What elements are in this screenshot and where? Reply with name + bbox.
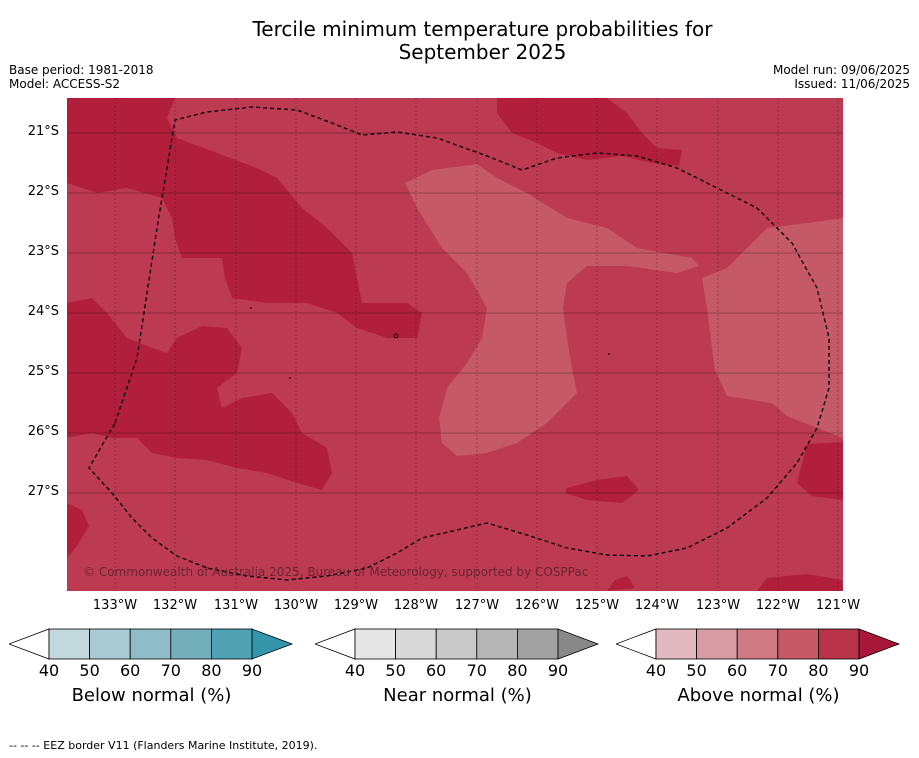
latitude-label: 26°S	[27, 424, 59, 439]
colorbar-segment	[476, 628, 518, 660]
colorbar-segment	[736, 628, 779, 660]
colorbar-segment	[48, 628, 90, 660]
colorbar-segment	[777, 628, 819, 660]
eez-border-line	[88, 106, 830, 581]
colorbar-tick-label: 40	[38, 661, 60, 680]
colorbar-tick-label: 60	[426, 661, 447, 680]
colorbar-below: 40 50 60 70 80 90 Below normal (%)	[7, 628, 309, 728]
lower-prob-region-central	[405, 164, 699, 456]
model-text: Model: ACCESS-S2	[9, 77, 121, 91]
map-title: Tercile minimum temperature probabilitie…	[0, 18, 919, 64]
probability-map	[67, 98, 843, 591]
colorbar-segment	[435, 628, 478, 660]
colorbar-tick-label: 90	[848, 661, 870, 680]
latitude-label: 21°S	[27, 124, 59, 139]
colorbar-tick-label: 80	[808, 661, 829, 680]
latitude-label: 27°S	[27, 484, 59, 499]
high-prob-region-north	[497, 98, 682, 166]
longitude-label: 125°W	[574, 598, 620, 613]
longitude-label: 124°W	[634, 598, 680, 613]
island-marker	[289, 377, 291, 379]
longitude-label: 123°W	[695, 598, 741, 613]
colorbar-tick-label: 90	[547, 661, 569, 680]
colorbar-segment	[170, 628, 212, 660]
model-run-text: Model run: 09/06/2025	[772, 63, 910, 77]
high-prob-region-se	[757, 574, 843, 591]
high-prob-region-nw	[67, 98, 422, 338]
issued-text: Issued: 11/06/2025	[794, 77, 910, 91]
high-prob-region-south	[565, 476, 639, 503]
latitude-label: 25°S	[27, 364, 59, 379]
colorbar-title: Below normal (%)	[71, 685, 232, 706]
base-period-text: Base period: 1981-2018	[9, 63, 154, 77]
island-marker	[608, 353, 610, 355]
colorbar-segment	[395, 628, 437, 660]
colorbar-tick-label: 60	[727, 661, 748, 680]
longitude-label: 122°W	[755, 598, 801, 613]
colorbar-tick-label: 80	[201, 661, 222, 680]
colorbar-tick-label: 40	[344, 661, 366, 680]
high-prob-region-east	[797, 442, 843, 500]
colorbar-tick-label: 70	[160, 661, 181, 680]
high-prob-region-west	[67, 298, 332, 490]
colorbar-graphic	[7, 628, 294, 660]
colorbar-graphic	[313, 628, 600, 660]
colorbar-segment	[129, 628, 172, 660]
longitude-label: 127°W	[454, 598, 500, 613]
longitude-label: 121°W	[815, 598, 861, 613]
colorbar-graphic	[614, 628, 901, 660]
colorbar-tick-label: 90	[241, 661, 263, 680]
colorbar-segment	[516, 628, 559, 660]
colorbar-under-arrow	[614, 628, 657, 660]
colorbar-title: Near normal (%)	[383, 685, 532, 706]
latitude-label: 22°S	[27, 184, 59, 199]
latitude-label: 24°S	[27, 304, 59, 319]
island-marker	[393, 333, 399, 339]
colorbar-tick-label: 60	[120, 661, 141, 680]
colorbar-title: Above normal (%)	[677, 685, 840, 706]
colorbar-above: 40 50 60 70 80 90 Above normal (%)	[614, 628, 916, 728]
colorbar-over-arrow	[858, 628, 901, 660]
longitude-label: 128°W	[393, 598, 439, 613]
meta-left: Base period: 1981-2018 Model: ACCESS-S2	[9, 63, 154, 91]
colorbar-over-arrow	[251, 628, 294, 660]
island-marker	[250, 307, 252, 309]
colorbar-over-arrow	[557, 628, 600, 660]
high-prob-region-sw	[67, 503, 89, 558]
longitude-label: 131°W	[213, 598, 259, 613]
colorbar-segment	[655, 628, 697, 660]
colorbar-tick-label: 70	[767, 661, 788, 680]
title-line-1: Tercile minimum temperature probabilitie…	[252, 17, 713, 41]
longitude-label: 132°W	[152, 598, 198, 613]
longitude-label: 133°W	[92, 598, 138, 613]
lower-prob-region-east	[702, 218, 843, 438]
colorbar-segment	[210, 628, 253, 660]
colorbar-under-arrow	[7, 628, 50, 660]
map-canvas	[67, 98, 843, 591]
eez-footnote: -- -- -- EEZ border V11 (Flanders Marine…	[9, 739, 318, 752]
title-line-2: September 2025	[398, 40, 567, 64]
map-graticule	[67, 98, 843, 591]
colorbar-segment	[89, 628, 131, 660]
high-prob-region-se2	[607, 576, 635, 591]
colorbar-segment	[354, 628, 396, 660]
low-prob-patch	[505, 318, 537, 376]
copyright-watermark: © Commonwealth of Australia 2025, Bureau…	[83, 565, 589, 579]
colorbar-near: 40 50 60 70 80 90 Near normal (%)	[313, 628, 615, 728]
colorbar-segment	[696, 628, 738, 660]
colorbar-tick-label: 70	[466, 661, 487, 680]
colorbar-tick-label: 50	[385, 661, 406, 680]
colorbar-tick-label: 40	[645, 661, 667, 680]
longitude-label: 130°W	[273, 598, 319, 613]
colorbar-tick-label: 50	[686, 661, 707, 680]
colorbar-tick-label: 50	[79, 661, 100, 680]
colorbar-segment	[817, 628, 860, 660]
longitude-label: 126°W	[514, 598, 560, 613]
latitude-label: 23°S	[27, 244, 59, 259]
colorbar-tick-label: 80	[507, 661, 528, 680]
longitude-label: 129°W	[333, 598, 379, 613]
meta-right: Model run: 09/06/2025 Issued: 11/06/2025	[773, 63, 910, 91]
colorbar-under-arrow	[313, 628, 356, 660]
